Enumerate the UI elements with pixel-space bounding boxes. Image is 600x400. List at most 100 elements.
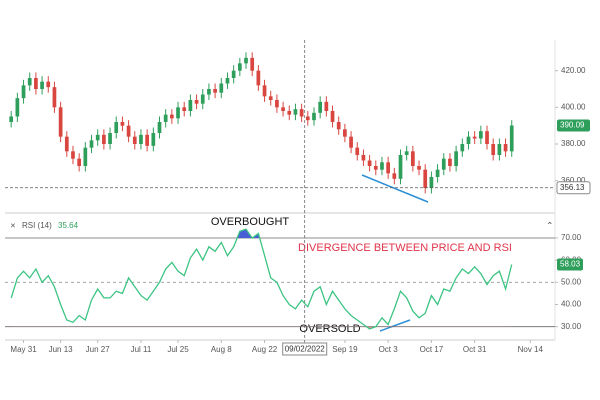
x-tick-label: Sep 19 [332,345,358,354]
candle-body [503,144,508,152]
y-tick-label: 360.00 [561,176,586,185]
candle-body [40,81,44,89]
candle-body [398,155,403,179]
collapse-icon[interactable]: ⌃ [546,220,554,230]
crosshair-price-label: 356.13 [560,183,585,192]
y-tick-label: 30.00 [561,322,582,331]
candle-body [417,166,421,170]
annotation: OVERBOUGHT [211,216,290,228]
candle-body [46,81,51,88]
rsi-title: RSI (14) [22,221,52,230]
candle-body [472,136,477,139]
candle-body [9,116,14,122]
crosshair-date-badge [282,342,328,356]
candle-body [318,101,323,113]
candle-body [460,144,465,152]
annotation: DIVERGENCE BETWEEN PRICE AND RSI [298,242,512,254]
candle-body [336,122,341,130]
candle-body [71,151,75,159]
rsi-readout: 35.64 [58,221,79,230]
y-tick-label: 420.00 [561,66,586,75]
candle-body [52,87,57,108]
candle-body [305,116,310,121]
candle-body [182,107,187,111]
last-value-badge [557,258,583,271]
candle-body [466,136,471,144]
candle-body [163,114,168,122]
candle-body [194,100,199,104]
candle-body [21,85,26,99]
last-value-label: 58.03 [560,260,581,269]
candle-body [188,100,193,111]
candle-body [312,112,316,121]
x-tick-label: Jun 13 [49,345,74,354]
x-tick-label: Aug 22 [252,345,278,354]
candle-body [120,122,125,126]
candle-body [293,109,298,115]
candle-body [244,57,248,64]
candle-body [478,131,483,139]
candle-body [157,122,162,133]
candle-body [435,169,440,177]
candle-body [34,78,38,89]
candle-body [324,101,329,111]
candle-body [15,98,20,117]
candle-body [132,136,137,144]
candle-body [77,158,82,166]
candle-body [95,134,100,141]
candle-body [250,57,255,71]
candle-body [281,107,285,111]
candle-body [102,134,106,144]
candle-body [262,85,267,97]
candle-body [497,144,502,155]
candle-body [108,133,112,144]
rsi-line [10,228,513,330]
x-tick-label: Oct 17 [420,345,444,354]
candle-body [373,166,378,170]
y-tick-label: 70.00 [561,233,582,242]
crosshair-price-badge [556,181,591,195]
candle-body [392,173,397,179]
x-tick-label: Jul 25 [167,345,189,354]
price-trendline [361,174,429,203]
candle-body [411,151,415,166]
candle-body [83,147,88,166]
candle-body [213,89,217,93]
candle-body [330,111,335,122]
candle-body [145,134,149,146]
candle-body [170,114,174,119]
candle-body [219,83,224,93]
candle-body [380,162,384,170]
close-icon[interactable]: ✕ [10,223,16,230]
y-tick-label: 400.00 [561,102,586,111]
candle-body [237,63,242,71]
candle-body [126,125,131,137]
candle-body [231,70,236,78]
candle-body [268,96,273,100]
candle-body [139,134,143,144]
last-price-label: 390.09 [560,121,585,130]
x-tick-label: Nov 14 [518,345,544,354]
x-tick-label: Oct 3 [379,345,399,354]
y-tick-label: 40.00 [561,300,582,309]
candle-body [509,125,514,152]
x-tick-label: Oct 31 [463,345,487,354]
last-price-badge [557,119,590,132]
candle-body [355,147,360,155]
candle-body [275,100,279,108]
candle-body [454,151,458,166]
candle-body [441,158,446,170]
candle-body [429,177,434,188]
candle-body [200,94,205,104]
candle-body [89,140,94,148]
rsi-trendline [379,319,411,332]
candle-body [299,109,304,117]
annotation: OVERSOLD [299,323,360,335]
candle-body [176,107,180,119]
candle-body [361,155,366,161]
candle-body [114,122,119,133]
y-tick-label: 380.00 [561,139,586,148]
candle-body [367,160,372,166]
